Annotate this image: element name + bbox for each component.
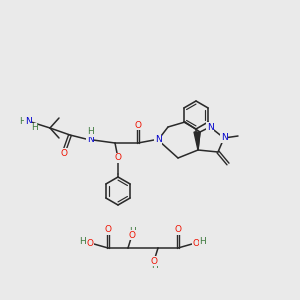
Text: H: H <box>19 118 26 127</box>
Text: H: H <box>87 128 93 136</box>
Text: O: O <box>175 226 182 235</box>
Text: O: O <box>134 121 142 130</box>
Text: N: N <box>154 136 161 145</box>
Text: H: H <box>151 260 158 269</box>
Text: O: O <box>193 238 200 247</box>
Text: O: O <box>104 226 112 235</box>
Text: O: O <box>128 230 136 239</box>
Text: H: H <box>31 124 38 133</box>
Text: N: N <box>207 122 213 131</box>
Text: N: N <box>25 118 32 127</box>
Text: O: O <box>86 238 94 247</box>
Polygon shape <box>194 132 200 150</box>
Text: N: N <box>220 134 227 142</box>
Text: O: O <box>61 148 68 158</box>
Text: O: O <box>115 154 122 163</box>
Text: H: H <box>129 226 135 236</box>
Text: O: O <box>151 256 158 266</box>
Text: N: N <box>87 136 93 145</box>
Text: H: H <box>80 236 86 245</box>
Text: H: H <box>200 236 206 245</box>
